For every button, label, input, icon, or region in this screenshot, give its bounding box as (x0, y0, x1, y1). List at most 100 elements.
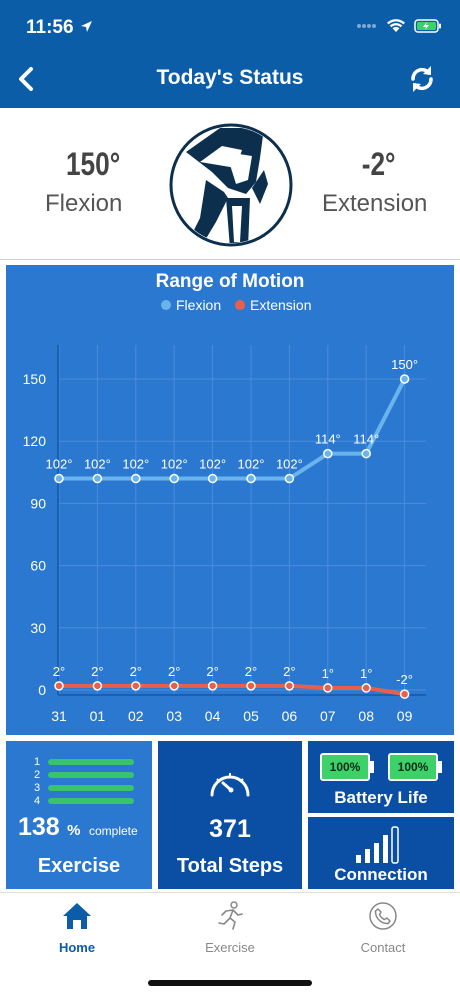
status-time: 11:56 (26, 17, 74, 38)
y-tick-label: 0 (38, 682, 46, 698)
progress-bar (48, 797, 134, 804)
data-point-extension (361, 683, 371, 693)
data-point-extension (323, 683, 333, 693)
dashboard-tiles: 1 2 3 4 138 % complete Exercise (0, 738, 460, 890)
range-of-motion-chart: Range of Motion Flexion Extension 150 120… (6, 265, 454, 760)
signal-strength-icon (356, 826, 399, 864)
chart-legend: Flexion Extension (161, 297, 311, 313)
x-tick-label: 02 (128, 708, 144, 724)
data-point-extension (207, 681, 218, 691)
battery-left-cap (370, 761, 374, 773)
series-line-extension (59, 683, 405, 697)
tab-exercise[interactable]: Exercise (180, 901, 280, 955)
data-label-flexion: 102° (161, 457, 188, 472)
list-number: 1 (34, 755, 41, 768)
data-point-extension (92, 681, 103, 691)
exercise-list-item: 4 (34, 794, 134, 807)
data-label-flexion: 114° (315, 432, 341, 447)
data-point-flexion (169, 473, 179, 484)
data-label-extension: 2° (245, 664, 257, 679)
today-summary: 150° Flexion -2° Extension (0, 108, 460, 260)
x-tick-label: 05 (243, 708, 259, 724)
exercise-tile[interactable]: 1 2 3 4 138 % complete Exercise (6, 741, 152, 889)
x-tick-label: 06 (282, 708, 298, 724)
battery-right: 100% (388, 753, 438, 781)
data-label-flexion: 114° (353, 432, 379, 447)
connection-tile[interactable]: Connection (308, 817, 454, 889)
tab-contact[interactable]: Contact (333, 901, 433, 955)
connection-label: Connection (334, 865, 428, 884)
data-label-flexion: 102° (46, 457, 73, 472)
total-steps-label: Total Steps (176, 855, 284, 877)
progress-bar (48, 758, 134, 765)
data-label-extension: 2° (168, 664, 180, 679)
flexion-label: Flexion (45, 190, 123, 217)
chart-title: Range of Motion (156, 271, 305, 292)
progress-bar (48, 771, 134, 778)
progress-bar (48, 784, 134, 791)
speedometer-icon (210, 773, 250, 797)
x-tick-label: 09 (397, 708, 413, 724)
data-label-flexion: 102° (199, 457, 226, 472)
knee-joint-icon (169, 123, 293, 247)
exercise-list-item: 3 (34, 781, 134, 794)
exercise-complete-text: complete (88, 824, 138, 838)
list-number: 4 (34, 794, 41, 807)
home-icon (63, 903, 91, 929)
exercise-percent: 138 (18, 813, 60, 841)
tab-home-label: Home (58, 940, 96, 955)
extension-label: Extension (322, 190, 428, 217)
battery-life-tile[interactable]: 100% 100% Battery Life (308, 741, 454, 813)
tab-home[interactable]: Home (27, 901, 127, 955)
battery-life-label: Battery Life (334, 788, 428, 807)
chart-svg: Range of Motion Flexion Extension 150 120… (23, 271, 426, 760)
data-point-flexion (54, 473, 64, 484)
location-arrow-icon (81, 21, 92, 32)
extension-value: -2° (361, 146, 396, 182)
legend-label-flexion: Flexion (176, 297, 221, 313)
data-label-extension: 2° (206, 664, 218, 679)
tab-contact-label: Contact (360, 940, 406, 955)
back-button[interactable] (10, 62, 44, 96)
battery-left: 100% (320, 753, 370, 781)
data-label-flexion: 102° (276, 457, 303, 472)
wifi-icon (387, 19, 405, 32)
x-tick-label: 03 (166, 708, 182, 724)
exercise-list-item: 2 (34, 768, 134, 781)
data-point-extension (399, 689, 410, 699)
data-label-extension: 2° (91, 664, 103, 679)
x-tick-label: 01 (90, 708, 106, 724)
x-tick-label: 04 (205, 708, 221, 724)
page-title: Today's Status (156, 66, 304, 89)
legend-marker-flexion (161, 300, 171, 310)
exercise-list: 1 2 3 4 (34, 755, 134, 807)
y-tick-label: 120 (23, 433, 47, 449)
refresh-button[interactable] (404, 61, 440, 97)
data-label-extension: 2° (53, 664, 65, 679)
data-label-extension: 2° (130, 664, 142, 679)
runner-icon (218, 901, 243, 930)
data-point-flexion (131, 473, 141, 484)
data-label-flexion: 102° (238, 457, 265, 472)
x-tick-label: 08 (358, 708, 374, 724)
data-point-extension (131, 681, 141, 691)
y-tick-label: 90 (30, 495, 46, 511)
status-bar: 11:56 (0, 0, 460, 52)
flexion-value: 150° (65, 146, 121, 182)
data-label-extension: 1° (360, 666, 372, 681)
data-point-flexion (323, 448, 333, 459)
battery-left-value: 100% (329, 760, 361, 774)
data-point-extension (284, 681, 295, 691)
phone-icon (369, 902, 397, 930)
data-point-flexion (361, 448, 371, 459)
battery-status-icon (414, 18, 441, 33)
y-tick-label: 60 (30, 558, 46, 574)
data-point-extension (246, 681, 256, 691)
total-steps-tile[interactable]: 371 Total Steps (158, 741, 302, 889)
signal-icon (357, 23, 376, 28)
exercise-complete-row: 138 % complete (18, 813, 138, 842)
y-tick-label: 30 (30, 620, 46, 636)
data-point-flexion (92, 473, 103, 484)
data-label-extension: 2° (283, 664, 295, 679)
home-indicator (148, 980, 312, 986)
